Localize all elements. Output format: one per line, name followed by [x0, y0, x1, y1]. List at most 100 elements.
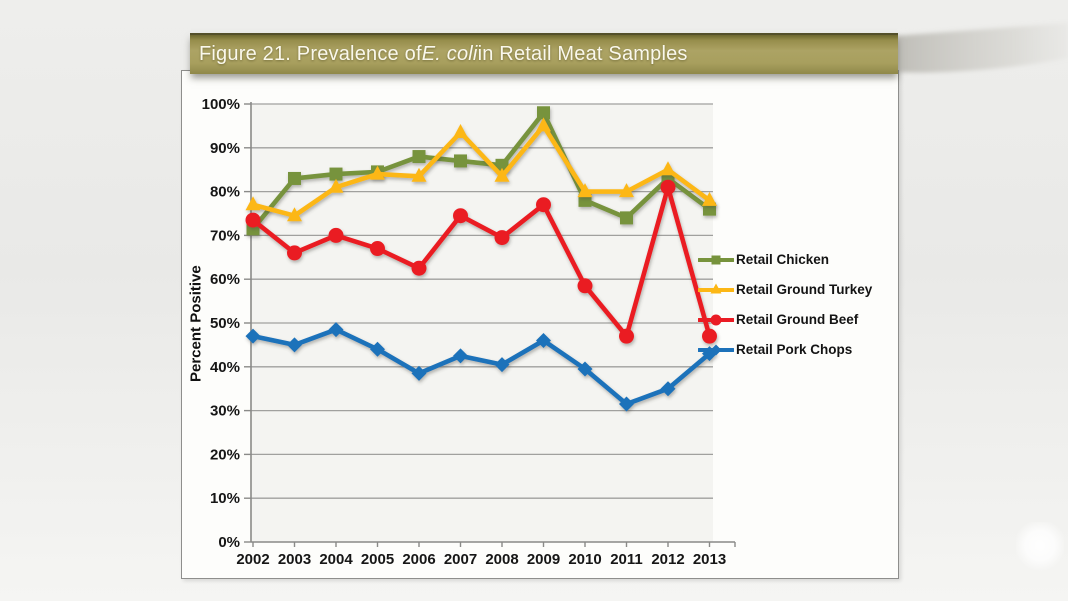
x-tick-label: 2013 — [693, 551, 726, 568]
data-point-retail-pork-chops-2002 — [245, 328, 261, 344]
legend-label: Retail Pork Chops — [736, 342, 853, 357]
shadow-curl — [893, 23, 1068, 73]
data-point-retail-ground-turkey-2008 — [494, 167, 510, 182]
data-point-retail-chicken-2011 — [620, 211, 633, 225]
legend-label: Retail Chicken — [736, 252, 830, 267]
legend-item-retail-chicken: Retail Chicken — [698, 249, 872, 270]
figure-title-bar: Figure 21. Prevalence of E. coli in Reta… — [190, 33, 898, 74]
data-point-retail-ground-turkey-2011 — [619, 183, 634, 198]
data-point-retail-ground-turkey-2007 — [453, 123, 468, 138]
data-point-retail-ground-beef-2002 — [245, 212, 261, 228]
retail-ground-beef-marker-icon — [698, 314, 734, 325]
legend-label: Retail Ground Beef — [736, 312, 859, 327]
y-tick-label: 70% — [210, 227, 240, 244]
x-tick-label: 2003 — [278, 551, 311, 568]
data-point-retail-chicken-2003 — [288, 171, 301, 185]
data-point-retail-ground-turkey-2009 — [536, 117, 551, 132]
y-tick-label: 30% — [210, 403, 240, 420]
chart-panel: 0% 10% 20% 30% 40% 50% 60% 70% 80% 90% 100% 2002 200… — [181, 70, 899, 579]
y-tick-label: 10% — [210, 490, 240, 507]
y-tick-label: 40% — [210, 359, 240, 376]
data-point-retail-ground-beef-2012 — [660, 179, 676, 195]
legend-marker-shape — [711, 255, 721, 264]
legend-label: Retail Ground Turkey — [736, 282, 873, 297]
data-point-retail-chicken-2009 — [537, 106, 550, 120]
data-point-retail-ground-turkey-2010 — [577, 183, 593, 198]
y-axis-title: Percent Positive — [187, 265, 205, 383]
data-point-retail-ground-beef-2007 — [453, 208, 468, 224]
data-point-retail-chicken-2010 — [578, 193, 592, 207]
legend-item-retail-ground-beef: Retail Ground Beef — [698, 309, 872, 330]
data-point-retail-pork-chops-2004 — [328, 322, 344, 338]
data-point-retail-ground-beef-2013 — [702, 328, 717, 344]
retail-ground-turkey-marker-icon — [698, 283, 734, 293]
x-tick-label: 2007 — [444, 551, 477, 568]
retail-pork-chops-marker-icon — [698, 344, 734, 355]
y-tick-label: 50% — [210, 315, 240, 332]
data-point-retail-pork-chops-2006 — [411, 365, 427, 381]
data-point-retail-ground-turkey-2002 — [245, 196, 261, 211]
legend-marker-shape — [710, 344, 722, 355]
legend-marker-shape — [710, 283, 722, 293]
y-tick-label: 20% — [210, 446, 240, 463]
x-tick-label: 2004 — [319, 551, 353, 568]
y-tick-label: 60% — [210, 271, 240, 288]
legend-item-retail-ground-turkey: Retail Ground Turkey — [698, 279, 872, 300]
data-point-retail-pork-chops-2010 — [577, 361, 593, 377]
chart-legend: Retail Chicken Retail Ground Turkey Reta… — [698, 249, 872, 360]
data-point-retail-chicken-2008 — [495, 158, 509, 172]
data-point-retail-ground-turkey-2006 — [411, 167, 427, 182]
data-point-retail-chicken-2006 — [412, 150, 426, 164]
data-point-retail-pork-chops-2011 — [619, 396, 634, 412]
data-point-retail-pork-chops-2008 — [494, 357, 510, 373]
y-tick-label: 90% — [210, 140, 240, 157]
x-tick-label: 2010 — [568, 551, 601, 568]
data-point-retail-ground-beef-2011 — [619, 328, 634, 344]
data-point-retail-ground-turkey-2004 — [328, 178, 344, 193]
legend-item-retail-pork-chops: Retail Pork Chops — [698, 339, 872, 360]
data-point-retail-ground-beef-2008 — [494, 230, 510, 246]
data-point-retail-pork-chops-2005 — [370, 341, 385, 357]
series-line-retail-chicken — [250, 110, 712, 232]
retail-chicken-marker-icon — [698, 255, 734, 264]
y-tick-label: 100% — [202, 96, 240, 113]
data-point-retail-ground-beef-2004 — [328, 227, 344, 243]
data-point-retail-ground-beef-2003 — [287, 245, 302, 261]
y-tick-label: 0% — [218, 534, 240, 551]
series-line-retail-ground-beef — [250, 184, 712, 339]
x-tick-label: 2005 — [361, 551, 394, 568]
data-point-retail-pork-chops-2009 — [536, 333, 551, 349]
x-tick-label: 2006 — [402, 551, 435, 568]
data-point-retail-ground-turkey-2013 — [702, 191, 717, 206]
x-tick-label: 2011 — [610, 551, 643, 568]
figure-title-text: Figure 21. Prevalence of — [199, 43, 422, 65]
data-point-retail-ground-turkey-2012 — [660, 161, 676, 176]
x-tick-label: 2008 — [485, 551, 518, 568]
data-point-retail-pork-chops-2007 — [453, 348, 468, 364]
figure-title-italic: E. coli — [421, 43, 478, 65]
x-tick-label: 2009 — [527, 551, 560, 568]
watermark-blob — [1016, 522, 1064, 574]
series-retail-ground-turkey — [245, 117, 717, 222]
x-tick-label: 2012 — [651, 551, 684, 568]
data-point-retail-ground-beef-2010 — [577, 278, 593, 294]
series-retail-pork-chops — [245, 322, 717, 412]
data-point-retail-chicken-2007 — [454, 154, 467, 168]
data-point-retail-ground-beef-2009 — [536, 197, 551, 213]
legend-marker-shape — [710, 314, 722, 325]
series-line-retail-pork-chops — [250, 327, 712, 407]
data-point-retail-pork-chops-2003 — [287, 337, 302, 353]
x-tick-label: 2002 — [236, 551, 269, 568]
data-point-retail-ground-turkey-2005 — [370, 165, 385, 180]
data-point-retail-pork-chops-2012 — [660, 381, 676, 397]
data-point-retail-ground-beef-2005 — [370, 241, 385, 257]
data-point-retail-chicken-2004 — [329, 167, 343, 181]
data-point-retail-ground-beef-2006 — [411, 260, 427, 276]
data-point-retail-ground-turkey-2003 — [287, 207, 302, 222]
data-point-retail-chicken-2013 — [703, 202, 716, 216]
series-retail-ground-beef — [245, 179, 717, 344]
line-chart: 0% 10% 20% 30% 40% 50% 60% 70% 80% 90% 100% 2002 200… — [202, 96, 736, 568]
figure-title-suffix: in Retail Meat Samples — [477, 43, 688, 65]
y-tick-label: 80% — [210, 184, 240, 201]
